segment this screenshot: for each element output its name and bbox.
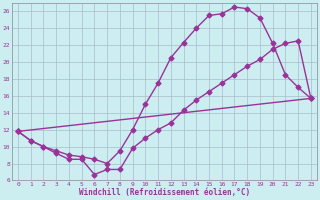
X-axis label: Windchill (Refroidissement éolien,°C): Windchill (Refroidissement éolien,°C) — [79, 188, 250, 197]
